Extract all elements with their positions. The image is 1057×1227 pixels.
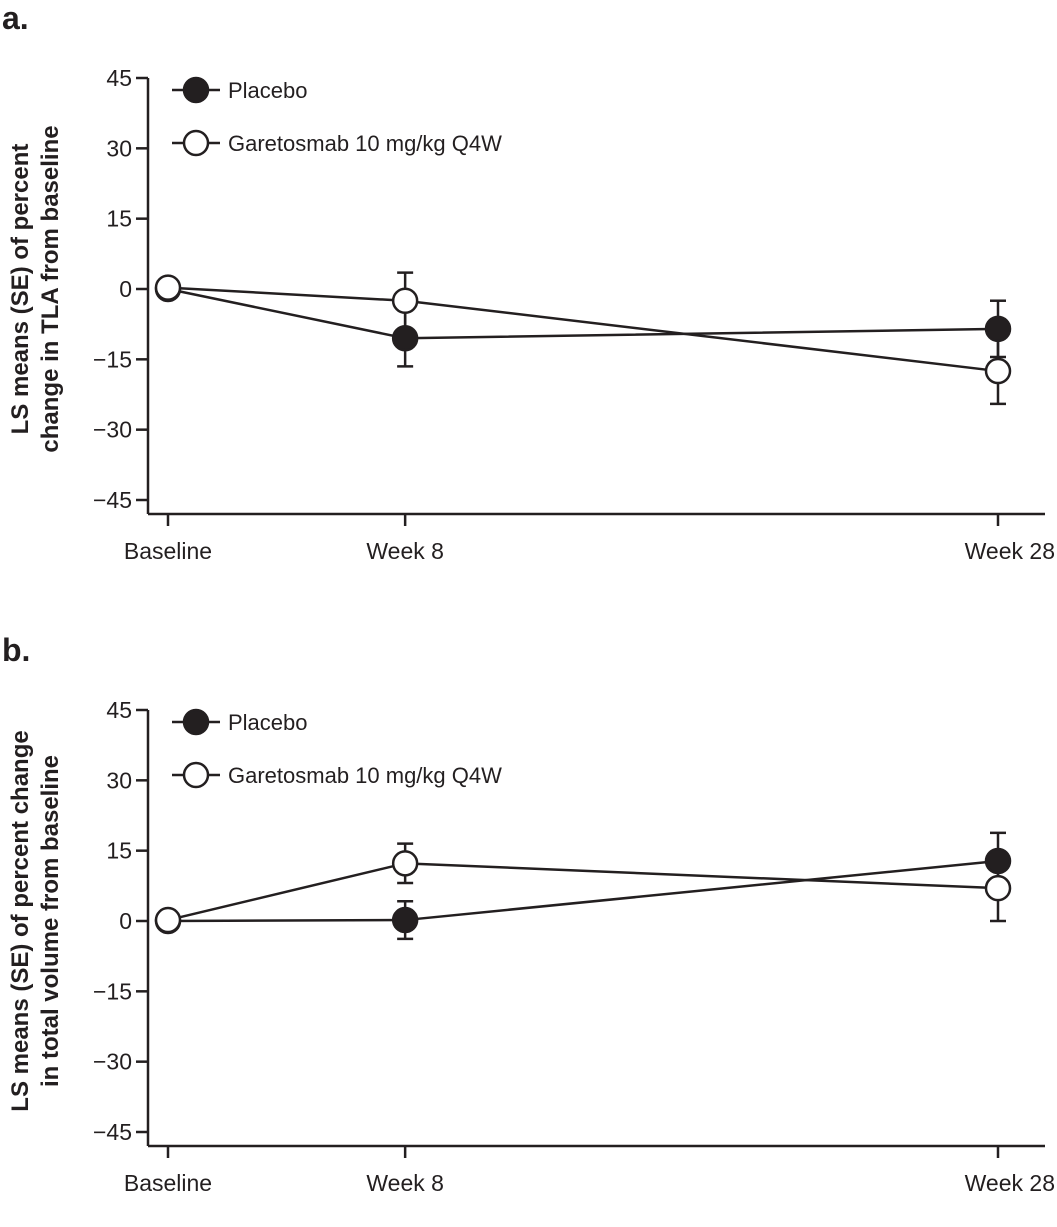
y-tick-label: −30 [93,1049,132,1075]
series-line-garetosmab-10-mg-kg-q4w [167,862,999,922]
y-tick-label: −45 [93,487,132,513]
y-tick-label: −15 [93,978,132,1004]
x-tick-label: Week 28 [965,1170,1055,1196]
legend-marker-placebo [182,76,210,104]
y-tick-label: 30 [106,135,132,161]
y-tick-label: −30 [93,417,132,443]
legend-marker-garetosmab-10-mg-kg-q4w [182,761,210,789]
chart-panel-a: a. 45 30 15 0 −15 −30 −45 Baseline Week 8 Week 28… [0,0,1057,595]
data-point-garetosmab-10-mg-kg-q4w [984,357,1012,385]
data-point-garetosmab-10-mg-kg-q4w [391,850,419,877]
y-tick-label: 30 [106,767,132,793]
y-axis-label: LS means (SE) of percent change [7,730,34,1111]
chart-panel-b: b. 45 30 15 0 −15 −30 −45 Baseline Week 8 Week 28… [0,632,1057,1227]
data-point-placebo [391,324,419,352]
y-axis-label: LS means (SE) of percent [7,144,34,435]
panel-label-b: b. [2,632,31,668]
legend-label: Placebo [228,78,308,103]
x-tick-label: Week 8 [366,538,444,564]
x-tick-label: Baseline [124,538,212,564]
data-point-placebo [984,847,1012,875]
legend-marker-placebo [182,708,210,736]
y-tick-label: 45 [106,65,132,91]
y-axis-label: change in TLA from baseline [37,125,64,452]
chart-a-svg: 45 30 15 0 −15 −30 −45 Baseline Week 8 Week 28 LS … [7,65,1055,564]
series-line-placebo [167,287,999,340]
y-tick-label: 45 [106,697,132,723]
y-tick-label: 15 [106,206,132,232]
y-tick-label: −45 [93,1119,132,1145]
data-point-garetosmab-10-mg-kg-q4w [154,274,182,301]
y-tick-label: 0 [119,276,132,302]
panel-label-a: a. [2,0,29,36]
y-tick-label: 15 [106,838,132,864]
legend-label: Placebo [228,710,308,735]
legend-label: Garetosmab 10 mg/kg Q4W [228,131,502,156]
y-tick-label: −15 [93,346,132,372]
x-tick-label: Week 28 [965,538,1055,564]
x-tick-label: Baseline [124,1170,212,1196]
data-point-placebo [391,906,419,934]
data-point-garetosmab-10-mg-kg-q4w [154,906,182,934]
y-tick-label: 0 [119,908,132,934]
y-axis-label: in total volume from baseline [37,755,64,1087]
x-tick-label: Week 8 [366,1170,444,1196]
data-point-garetosmab-10-mg-kg-q4w [984,874,1012,902]
data-point-placebo [984,315,1012,343]
series-line-garetosmab-10-mg-kg-q4w [167,286,999,373]
legend-label: Garetosmab 10 mg/kg Q4W [228,763,502,788]
chart-b-svg: 45 30 15 0 −15 −30 −45 Baseline Week 8 Week 28 LS … [7,697,1055,1196]
legend-marker-garetosmab-10-mg-kg-q4w [182,129,210,157]
data-point-garetosmab-10-mg-kg-q4w [391,287,419,314]
